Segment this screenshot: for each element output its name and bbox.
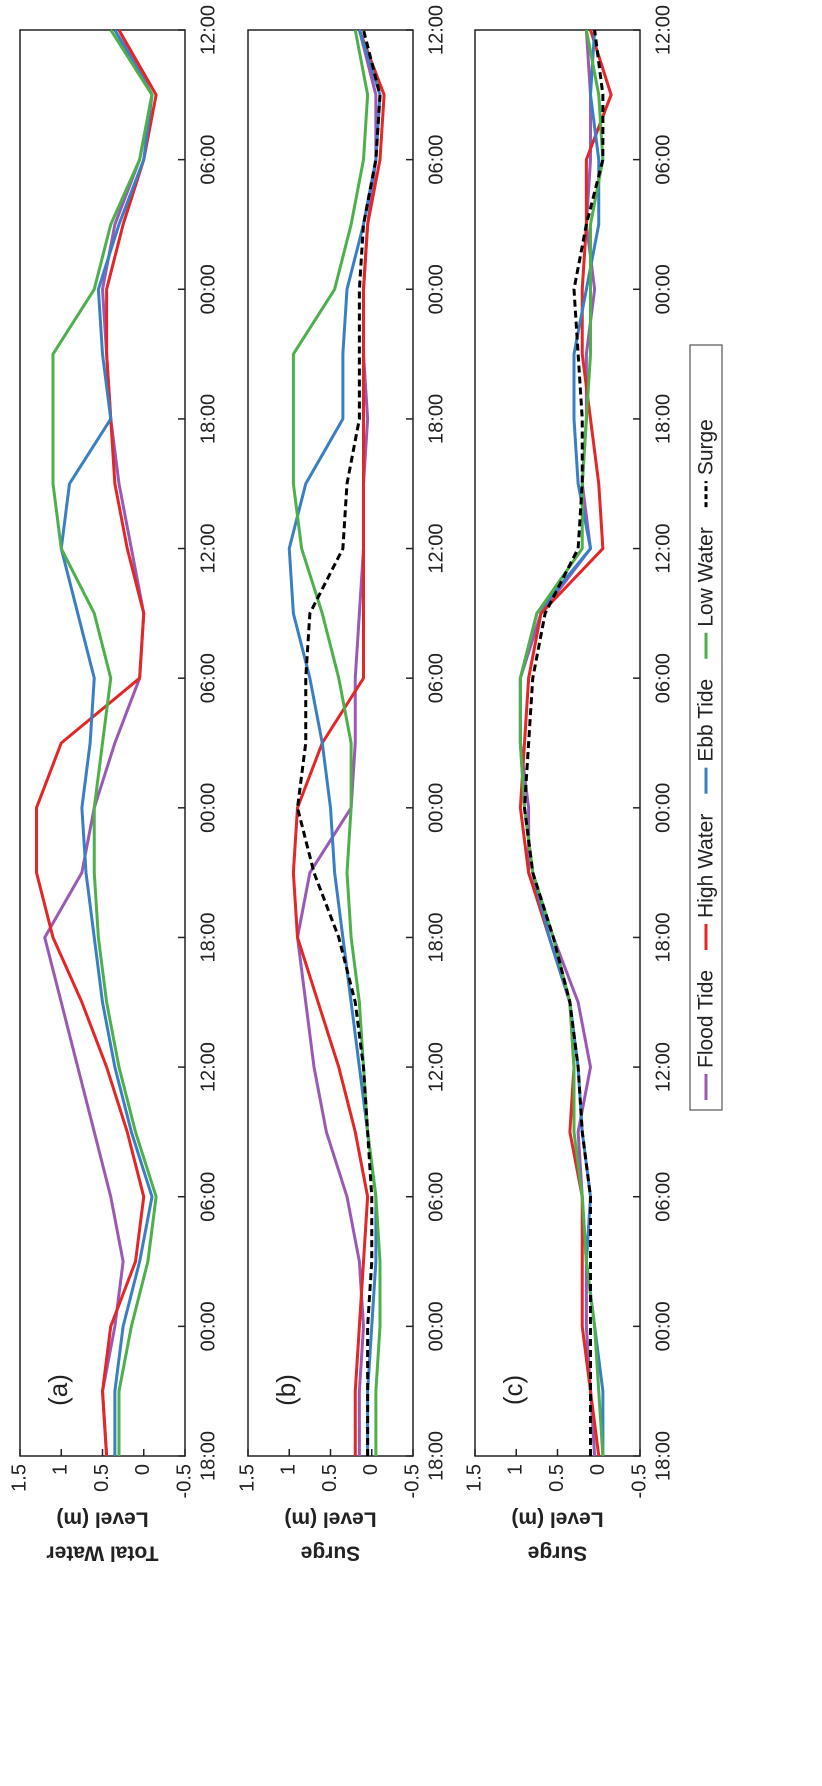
- x-tick-label: 00:00: [197, 783, 219, 833]
- y-axis-label: Level (m): [56, 1507, 148, 1530]
- x-tick-label: 06:00: [197, 135, 219, 185]
- x-tick-label: 00:00: [652, 1301, 674, 1351]
- x-tick-label: 06:00: [652, 135, 674, 185]
- x-tick-label: 18:00: [425, 394, 447, 444]
- series-line: [35, 29, 158, 1457]
- x-tick-label: 06:00: [197, 1172, 219, 1222]
- x-tick-label: 06:00: [652, 1172, 674, 1222]
- x-tick-label: 12:00: [425, 524, 447, 574]
- x-tick-label: 12:00: [652, 524, 674, 574]
- x-tick-label: 06:00: [197, 653, 219, 703]
- y-axis-label: Surge: [301, 1541, 361, 1564]
- series-line: [51, 29, 158, 1456]
- legend-label: Ebb Tide: [695, 679, 718, 762]
- x-tick-label: 12:00: [425, 1042, 447, 1092]
- plot-frame: [474, 29, 641, 1457]
- y-tick-label: 0.5: [546, 1464, 568, 1492]
- y-axis-label: Total Water: [46, 1541, 158, 1564]
- plot-frame: [247, 29, 414, 1457]
- series-line: [59, 29, 154, 1456]
- y-tick-label: 0: [132, 1464, 154, 1475]
- x-tick-label: 00:00: [425, 1301, 447, 1351]
- x-tick-label: 18:00: [197, 394, 219, 444]
- x-tick-label: 00:00: [197, 1301, 219, 1351]
- x-tick-label: 18:00: [425, 1431, 447, 1481]
- x-tick-label: 00:00: [652, 783, 674, 833]
- legend-label: Low Water: [695, 527, 718, 627]
- x-tick-label: 06:00: [425, 1172, 447, 1222]
- y-tick-label: 1.5: [8, 1464, 30, 1492]
- x-tick-label: 06:00: [425, 135, 447, 185]
- x-tick-label: 18:00: [652, 1431, 674, 1481]
- y-tick-label: 1.5: [463, 1464, 485, 1492]
- x-tick-label: 18:00: [197, 1431, 219, 1481]
- x-tick-label: 18:00: [197, 912, 219, 962]
- y-tick-label: -0.5: [628, 1464, 650, 1498]
- x-tick-label: 00:00: [425, 783, 447, 833]
- y-axis-label: Level (m): [284, 1507, 376, 1530]
- x-tick-label: 12:00: [652, 5, 674, 55]
- series-line: [291, 29, 382, 1456]
- x-tick-label: 12:00: [425, 5, 447, 55]
- x-tick-label: 00:00: [652, 264, 674, 314]
- y-axis-label: Level (m): [511, 1507, 603, 1530]
- x-tick-label: 18:00: [652, 912, 674, 962]
- y-tick-label: 1: [50, 1464, 72, 1475]
- series-line: [523, 29, 605, 1456]
- panel-label: (a): [43, 1374, 73, 1406]
- y-tick-label: 0.5: [319, 1464, 341, 1492]
- rotated-figure: -0.5 0 0.5 1 1.5 18:00 00:00 06:00 12:00 18:00 00:…: [8, 5, 723, 1564]
- y-tick-label: 1: [278, 1464, 300, 1475]
- legend-label: High Water: [695, 814, 718, 918]
- x-tick-label: 06:00: [652, 653, 674, 703]
- legend: Flood Tide High Water Ebb Tide Low Water Sur…: [689, 344, 723, 1111]
- x-tick-label: 06:00: [425, 653, 447, 703]
- y-tick-label: -0.5: [173, 1464, 195, 1498]
- legend-label: Surge: [695, 419, 718, 475]
- panel-label: (b): [271, 1374, 301, 1406]
- x-tick-label: 18:00: [652, 394, 674, 444]
- y-tick-label: 1.5: [236, 1464, 258, 1492]
- y-tick-label: 0.5: [91, 1464, 113, 1492]
- y-tick-label: 1: [505, 1464, 527, 1475]
- y-tick-label: 0: [360, 1464, 382, 1475]
- x-tick-label: 12:00: [197, 5, 219, 55]
- y-tick-label: 0: [587, 1464, 609, 1475]
- legend-label: Flood Tide: [695, 970, 718, 1068]
- x-tick-label: 00:00: [425, 264, 447, 314]
- x-tick-label: 18:00: [425, 912, 447, 962]
- y-tick-label: -0.5: [401, 1464, 423, 1498]
- series-line: [518, 29, 605, 1457]
- legend-frame: [689, 344, 723, 1111]
- x-tick-label: 12:00: [652, 1042, 674, 1092]
- y-axis-label: Surge: [528, 1541, 588, 1564]
- x-tick-label: 12:00: [197, 1042, 219, 1092]
- series-line: [296, 29, 382, 1456]
- series-line: [518, 29, 613, 1457]
- x-tick-label: 12:00: [197, 524, 219, 574]
- panel-label: (c): [498, 1375, 528, 1405]
- x-tick-label: 00:00: [197, 264, 219, 314]
